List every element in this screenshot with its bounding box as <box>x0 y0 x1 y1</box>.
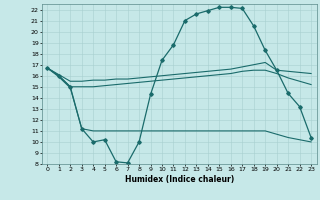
X-axis label: Humidex (Indice chaleur): Humidex (Indice chaleur) <box>124 175 234 184</box>
